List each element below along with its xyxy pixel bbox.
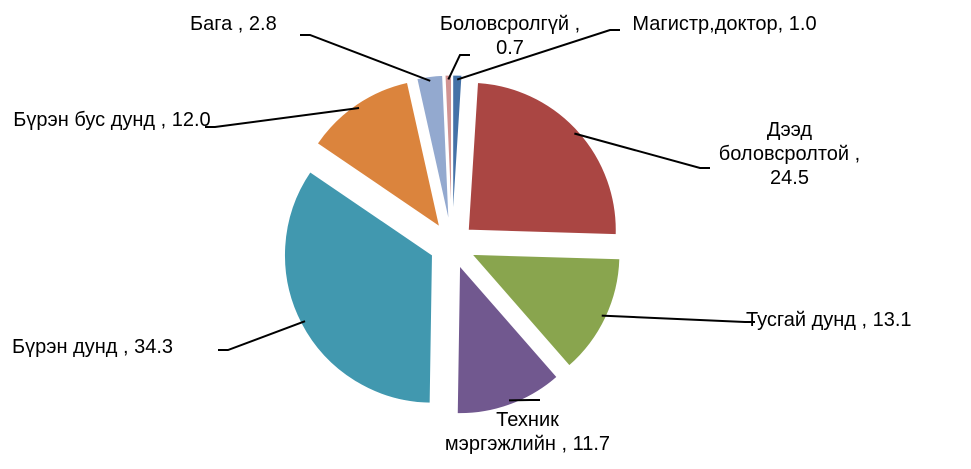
leader-line (601, 314, 755, 323)
leader-line (300, 34, 431, 82)
pie-slice (470, 253, 621, 367)
pie-slice (467, 81, 617, 236)
leader-line (218, 320, 306, 351)
data-label: Бүрэн дунд , 34.3 (12, 336, 174, 358)
pie-slice (456, 264, 558, 415)
data-label: Бага , 2.8 (190, 13, 277, 35)
data-label: Бүрэн бус дунд , 12.0 (13, 109, 211, 131)
pie-slice (416, 74, 450, 224)
data-label: Боловсролгүй , 0.7 (439, 13, 581, 59)
pie-slice (316, 81, 441, 228)
data-label: Дээд боловсролтой , 24.5 (718, 119, 861, 189)
data-label: Техник мэргэжлийн , 11.7 (444, 409, 611, 455)
leader-line (205, 107, 360, 128)
leader-line (447, 54, 470, 80)
leader-line (456, 29, 620, 81)
data-label: Магистр,доктор, 1.0 (632, 13, 817, 35)
leader-line (574, 132, 710, 169)
pie-slice (452, 74, 463, 224)
data-label: Тусгай дунд , 13.1 (746, 309, 912, 331)
